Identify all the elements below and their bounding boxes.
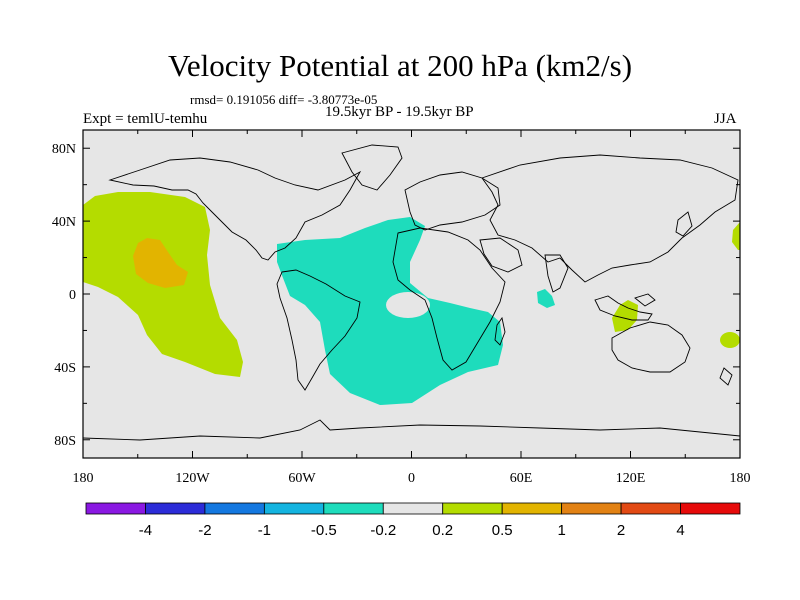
colorbar-swatch bbox=[620, 502, 681, 515]
colorbar-label: -1 bbox=[258, 522, 271, 539]
colorbar-swatch bbox=[145, 502, 206, 515]
colorbar-label: -2 bbox=[198, 522, 211, 539]
colorbar-swatch bbox=[501, 502, 563, 515]
colorbar-label: 0.2 bbox=[432, 522, 453, 539]
chart-title: Velocity Potential at 200 hPa (km2/s) bbox=[167, 48, 633, 83]
y-tick-label: 40N bbox=[52, 215, 76, 230]
region-west-pacific-south bbox=[720, 332, 740, 348]
region-eastern-pacific-core bbox=[133, 238, 188, 288]
colorbar-label: 1 bbox=[557, 522, 565, 539]
colorbar-label: -0.5 bbox=[311, 522, 337, 539]
y-tick-label: 0 bbox=[69, 288, 76, 303]
region-hole bbox=[386, 292, 430, 318]
stats-label: rmsd= 0.191056 diff= -3.80773e-05 bbox=[190, 92, 378, 107]
x-tick-label: 180 bbox=[73, 471, 94, 486]
colorbar: -4 -2 -1 -0.5 -0.2 0.2 0.5 1 2 4 bbox=[85, 502, 741, 539]
region-west-pacific-north bbox=[732, 222, 740, 250]
map-field bbox=[83, 144, 740, 441]
colorbar-swatch bbox=[561, 502, 622, 515]
colorbar-swatch bbox=[263, 502, 325, 515]
colorbar-label: 0.5 bbox=[492, 522, 513, 539]
colorbar-label: -0.2 bbox=[370, 522, 396, 539]
season-label: JJA bbox=[714, 111, 737, 127]
region-indian-patch bbox=[537, 289, 555, 308]
x-tick-label: 0 bbox=[408, 471, 415, 486]
y-tick-label: 40S bbox=[54, 361, 76, 376]
colorbar-label: -4 bbox=[139, 522, 152, 539]
x-tick-label: 60W bbox=[288, 471, 316, 486]
region-indonesia bbox=[612, 300, 638, 332]
colorbar-swatch bbox=[204, 502, 265, 515]
colorbar-label: 2 bbox=[617, 522, 625, 539]
y-tick-label: 80N bbox=[52, 142, 76, 157]
axis-tick-labels: 180 120W 60W 0 60E 120E 180 80N 40N 0 40S 80S bbox=[52, 142, 751, 486]
x-tick-label: 60E bbox=[510, 471, 533, 486]
experiment-label: Expt = temlU-temhu bbox=[83, 111, 208, 127]
colorbar-swatch bbox=[323, 502, 384, 515]
colorbar-label: 4 bbox=[676, 522, 684, 539]
axis-ticks bbox=[82, 130, 741, 458]
y-tick-label: 80S bbox=[54, 434, 76, 449]
colorbar-swatch bbox=[442, 502, 503, 515]
x-tick-label: 180 bbox=[730, 471, 751, 486]
x-tick-label: 120W bbox=[175, 471, 210, 486]
coastlines bbox=[83, 144, 740, 441]
colorbar-swatch bbox=[680, 502, 741, 515]
colorbar-swatch bbox=[85, 502, 146, 515]
period-label: 19.5kyr BP - 19.5kyr BP bbox=[325, 104, 474, 120]
x-tick-label: 120E bbox=[616, 471, 646, 486]
colorbar-swatch bbox=[382, 502, 444, 515]
